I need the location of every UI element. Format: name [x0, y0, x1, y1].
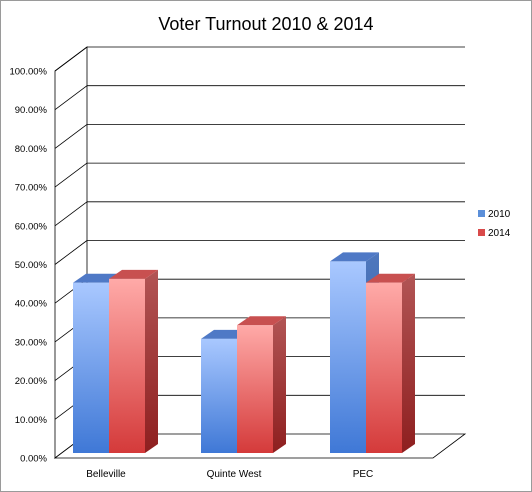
legend-swatch: [478, 229, 485, 236]
bar-top: [237, 316, 286, 326]
x-axis-categories: Belleville Quinte West PEC: [86, 469, 373, 480]
bar-side: [273, 316, 286, 453]
y-axis-ticks: 0.00% 10.00% 20.00% 30.00% 40.00% 50.00% 60.00…: [9, 67, 47, 465]
x-category-label: Quinte West: [207, 469, 262, 480]
bar-2014-1: [237, 316, 286, 453]
gridline-depth: [54, 85, 88, 111]
bar-front: [109, 278, 145, 453]
bar-top: [366, 273, 415, 283]
y-tick-label: 90.00%: [15, 105, 48, 116]
y-tick-label: 30.00%: [15, 337, 48, 348]
bar-side: [145, 269, 158, 453]
legend-label: 2014: [488, 228, 511, 239]
chart-title: Voter Turnout 2010 & 2014: [158, 14, 373, 34]
bar-front: [237, 325, 273, 453]
gridline-depth: [54, 201, 88, 227]
x-category-label: PEC: [353, 469, 374, 480]
y-tick-label: 70.00%: [15, 183, 48, 194]
bars: [73, 252, 415, 453]
bar-side: [402, 273, 415, 453]
legend-label: 2010: [488, 209, 511, 220]
y-tick-label: 50.00%: [15, 260, 48, 271]
y-tick-label: 40.00%: [15, 299, 48, 310]
bar-front: [201, 338, 237, 453]
gridline-depth: [54, 162, 88, 188]
bar-top: [109, 269, 158, 279]
y-tick-label: 100.00%: [9, 67, 47, 78]
legend: 2010 2014: [478, 209, 511, 239]
legend-swatch: [478, 210, 485, 217]
x-category-label: Belleville: [86, 469, 126, 480]
gridline-depth: [54, 124, 88, 149]
y-tick-label: 20.00%: [15, 376, 48, 387]
gridline-depth: [54, 46, 88, 72]
y-tick-label: 80.00%: [15, 144, 48, 155]
bar-front: [73, 282, 109, 453]
gridline-depth: [54, 240, 88, 265]
bar-2014-2: [366, 273, 415, 453]
y-tick-label: 60.00%: [15, 221, 48, 232]
y-tick-label: 0.00%: [20, 454, 47, 465]
bar-top: [330, 252, 379, 262]
bar-2014-0: [109, 269, 158, 453]
bar-front: [330, 261, 366, 453]
y-tick-label: 10.00%: [15, 415, 48, 426]
bar-front: [366, 282, 402, 453]
